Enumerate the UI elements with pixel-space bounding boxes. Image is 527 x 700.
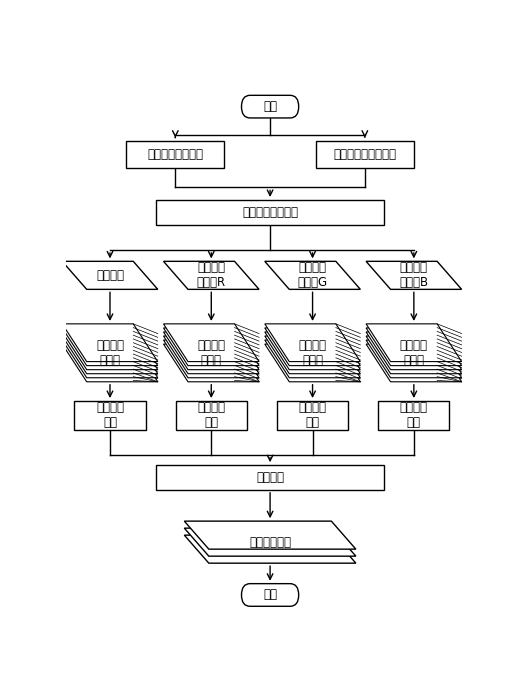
Polygon shape [163, 261, 259, 289]
Text: 输入原始多光谱影像: 输入原始多光谱影像 [334, 148, 396, 160]
Bar [156, 465, 385, 490]
Text: 提取光谱
特征: 提取光谱 特征 [96, 402, 124, 430]
Polygon shape [265, 332, 360, 370]
Polygon shape [366, 332, 462, 370]
FancyBboxPatch shape [241, 95, 299, 118]
Text: 高斯影像
立方体: 高斯影像 立方体 [299, 339, 327, 367]
Text: 提取光谱
特征: 提取光谱 特征 [299, 402, 327, 430]
Polygon shape [163, 324, 259, 362]
Text: 输出融合影像: 输出融合影像 [249, 536, 291, 549]
FancyBboxPatch shape [241, 584, 299, 606]
Polygon shape [184, 528, 356, 556]
Polygon shape [62, 340, 158, 378]
Text: 提取光谱
特征: 提取光谱 特征 [197, 402, 225, 430]
Bar [126, 141, 225, 167]
Text: 多光谱影
像波段R: 多光谱影 像波段R [197, 261, 226, 289]
Polygon shape [163, 332, 259, 370]
Polygon shape [62, 261, 158, 289]
Text: 提取光谱
特征: 提取光谱 特征 [400, 402, 428, 430]
Bar [277, 401, 348, 430]
Text: 多光谱影
像波段B: 多光谱影 像波段B [399, 261, 428, 289]
Polygon shape [366, 328, 462, 365]
Polygon shape [265, 344, 360, 382]
Polygon shape [184, 535, 356, 564]
Polygon shape [163, 344, 259, 382]
Bar [378, 401, 450, 430]
Polygon shape [62, 336, 158, 374]
Polygon shape [62, 332, 158, 370]
Polygon shape [62, 324, 158, 362]
Text: 输入原始全色影像: 输入原始全色影像 [148, 148, 203, 160]
Text: 开始: 开始 [263, 100, 277, 113]
Polygon shape [163, 336, 259, 374]
Text: 多光谱影
像波段G: 多光谱影 像波段G [298, 261, 328, 289]
Polygon shape [265, 261, 360, 289]
Polygon shape [62, 328, 158, 365]
Text: 全色影像: 全色影像 [96, 269, 124, 282]
Polygon shape [366, 324, 462, 362]
Polygon shape [265, 328, 360, 365]
Text: 重采样，精确配准: 重采样，精确配准 [242, 206, 298, 219]
Bar [74, 401, 145, 430]
Polygon shape [265, 340, 360, 378]
Text: 高斯影像
立方体: 高斯影像 立方体 [96, 339, 124, 367]
Polygon shape [366, 261, 462, 289]
Text: 光谱投影: 光谱投影 [256, 471, 284, 484]
Polygon shape [366, 344, 462, 382]
Polygon shape [62, 344, 158, 382]
Polygon shape [163, 340, 259, 378]
Polygon shape [184, 521, 356, 550]
Bar [316, 141, 414, 167]
Polygon shape [366, 336, 462, 374]
Text: 高斯影像
立方体: 高斯影像 立方体 [197, 339, 225, 367]
Bar [175, 401, 247, 430]
Polygon shape [265, 324, 360, 362]
Bar [156, 200, 385, 225]
Polygon shape [163, 328, 259, 365]
Text: 结束: 结束 [263, 589, 277, 601]
Polygon shape [265, 336, 360, 374]
Text: 高斯影像
立方体: 高斯影像 立方体 [400, 339, 428, 367]
Polygon shape [366, 340, 462, 378]
